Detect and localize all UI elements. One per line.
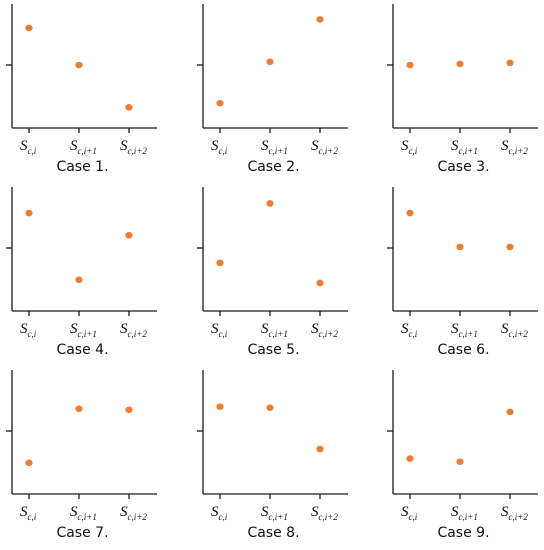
panel-title: Case 5. <box>247 342 300 358</box>
panel-title: Case 6. <box>437 342 490 358</box>
x-tick-label-2: Sc,i+1 <box>451 504 478 522</box>
x-tick-label-3: Sc,i+2 <box>120 504 147 522</box>
chart-svg-7: Sc,i Sc,i+1 Sc,i+2 <box>6 370 157 522</box>
x-tick-label-2: Sc,i+1 <box>451 138 478 156</box>
x-tick-label-1: Sc,i <box>211 504 228 522</box>
x-tick-label-2: Sc,i+1 <box>70 138 97 156</box>
data-point-2 <box>75 61 83 69</box>
x-tick-label-3: Sc,i+2 <box>120 321 147 339</box>
chart-svg-9: Sc,i Sc,i+1 Sc,i+2 <box>387 370 538 522</box>
x-tick-label-2: Sc,i+1 <box>70 321 97 339</box>
chart-panel-6: Sc,i Sc,i+1 Sc,i+2 Case 6. <box>385 183 544 366</box>
chart-svg-8: Sc,i Sc,i+1 Sc,i+2 <box>197 370 348 522</box>
panel-title: Case 2. <box>247 159 300 175</box>
data-point-3 <box>316 16 324 23</box>
chart-svg-6: Sc,i Sc,i+1 Sc,i+2 <box>387 187 538 339</box>
data-point-3 <box>506 59 514 67</box>
data-point-1 <box>406 61 414 69</box>
data-point-3 <box>125 231 133 239</box>
x-tick-label-2: Sc,i+1 <box>261 504 288 522</box>
x-tick-label-1: Sc,i <box>211 321 228 339</box>
x-tick-label-2: Sc,i+1 <box>70 504 97 522</box>
x-tick-label-1: Sc,i <box>401 138 418 156</box>
x-tick-label-3: Sc,i+2 <box>311 504 338 522</box>
x-tick-label-1: Sc,i <box>20 504 37 522</box>
x-tick-label-1: Sc,i <box>401 504 418 522</box>
data-point-3 <box>125 104 133 111</box>
chart-panel-7: Sc,i Sc,i+1 Sc,i+2 Case 7. <box>4 366 185 549</box>
x-tick-label-2: Sc,i+1 <box>261 321 288 339</box>
chart-panel-4: Sc,i Sc,i+1 Sc,i+2 Case 4. <box>4 183 185 366</box>
data-point-1 <box>25 24 33 32</box>
chart-panel-5: Sc,i Sc,i+1 Sc,i+2 Case 5. <box>195 183 376 366</box>
x-tick-label-3: Sc,i+2 <box>501 138 528 156</box>
chart-panel-3: Sc,i Sc,i+1 Sc,i+2 Case 3. <box>385 0 544 183</box>
x-tick-label-3: Sc,i+2 <box>311 321 338 339</box>
data-point-1 <box>406 455 414 462</box>
chart-panel-1: Sc,i Sc,i+1 Sc,i+2 Case 1. <box>4 0 185 183</box>
x-tick-label-1: Sc,i <box>20 321 37 339</box>
panel-title: Case 3. <box>437 159 490 175</box>
data-point-1 <box>25 209 33 217</box>
data-point-2 <box>266 404 274 411</box>
chart-panel-9: Sc,i Sc,i+1 Sc,i+2 Case 9. <box>385 366 544 549</box>
chart-panel-8: Sc,i Sc,i+1 Sc,i+2 Case 8. <box>195 366 376 549</box>
panel-title: Case 4. <box>56 342 109 358</box>
data-point-1 <box>216 99 224 107</box>
data-point-2 <box>75 276 83 284</box>
chart-svg-3: Sc,i Sc,i+1 Sc,i+2 <box>387 4 538 156</box>
x-tick-label-2: Sc,i+1 <box>261 138 288 156</box>
x-tick-label-1: Sc,i <box>401 321 418 339</box>
data-point-1 <box>25 459 33 467</box>
chart-svg-5: Sc,i Sc,i+1 Sc,i+2 <box>197 187 348 339</box>
panel-title: Case 8. <box>247 525 300 541</box>
x-tick-label-1: Sc,i <box>211 138 228 156</box>
data-point-1 <box>216 259 224 267</box>
data-point-2 <box>75 405 83 413</box>
data-point-2 <box>456 458 464 466</box>
chart-svg-2: Sc,i Sc,i+1 Sc,i+2 <box>197 4 348 156</box>
panel-title: Case 7. <box>56 525 109 541</box>
data-point-1 <box>406 209 414 217</box>
x-tick-label-2: Sc,i+1 <box>451 321 478 339</box>
panel-title: Case 1. <box>56 159 109 175</box>
data-point-1 <box>216 403 224 410</box>
data-point-3 <box>506 408 514 416</box>
data-point-2 <box>266 58 274 66</box>
x-tick-label-1: Sc,i <box>20 138 37 156</box>
data-point-3 <box>125 406 133 414</box>
chart-panel-2: Sc,i Sc,i+1 Sc,i+2 Case 2. <box>195 0 376 183</box>
data-point-3 <box>506 243 514 251</box>
chart-svg-1: Sc,i Sc,i+1 Sc,i+2 <box>6 4 157 156</box>
data-point-2 <box>266 200 274 207</box>
chart-svg-4: Sc,i Sc,i+1 Sc,i+2 <box>6 187 157 339</box>
x-tick-label-3: Sc,i+2 <box>501 504 528 522</box>
data-point-2 <box>456 243 464 251</box>
panel-title: Case 9. <box>437 525 490 541</box>
x-tick-label-3: Sc,i+2 <box>120 138 147 156</box>
data-point-3 <box>316 445 324 453</box>
data-point-3 <box>316 279 324 287</box>
x-tick-label-3: Sc,i+2 <box>311 138 338 156</box>
x-tick-label-3: Sc,i+2 <box>501 321 528 339</box>
data-point-2 <box>456 60 464 68</box>
